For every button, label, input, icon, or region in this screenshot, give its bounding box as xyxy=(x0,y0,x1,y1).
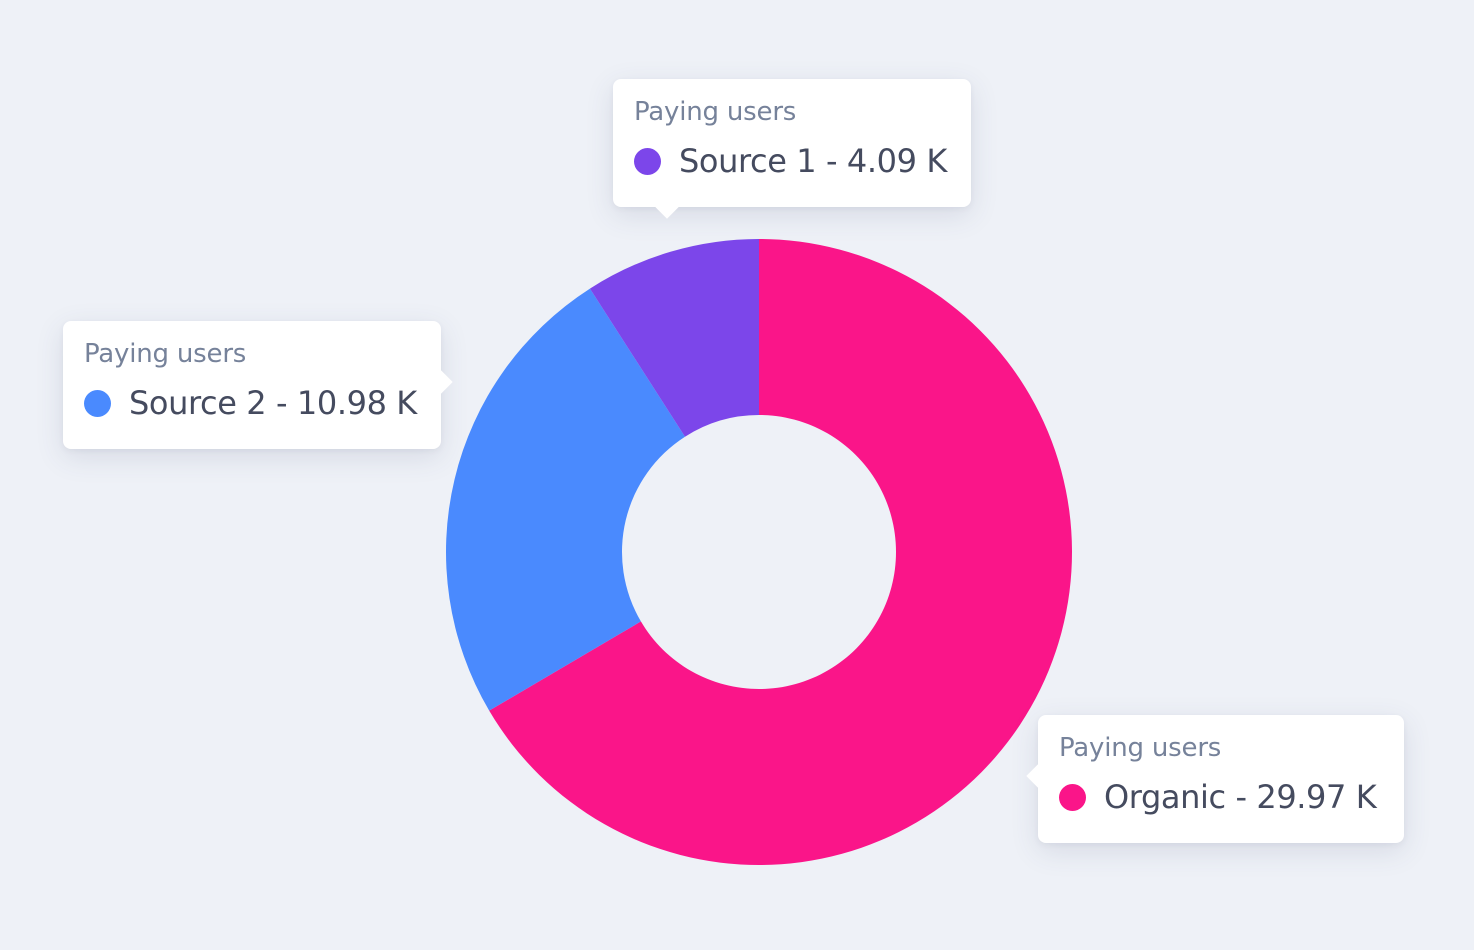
tooltip-row: Source 2 - 10.98 K xyxy=(84,383,419,423)
slice-source-1[interactable] xyxy=(589,239,759,437)
tooltip-source-1: Paying users Source 1 - 4.09 K xyxy=(613,79,971,219)
tooltip-source-2: Paying users Source 2 - 10.98 K xyxy=(63,321,453,449)
tooltip-title: Paying users xyxy=(1059,733,1222,763)
slice-organic[interactable] xyxy=(489,239,1072,865)
legend-dot-icon xyxy=(634,147,661,175)
slice-source-2[interactable] xyxy=(445,288,686,711)
tooltip-label: Organic - 29.97 K xyxy=(1104,778,1377,816)
tooltip-organic: Paying users Organic - 29.97 K xyxy=(1026,715,1404,843)
tooltip-row: Organic - 29.97 K xyxy=(1059,777,1382,817)
tooltip-title: Paying users xyxy=(84,339,247,369)
tooltip-label: Source 2 - 10.98 K xyxy=(129,384,417,422)
tooltip-label: Source 1 - 4.09 K xyxy=(679,142,947,180)
tooltip-title: Paying users xyxy=(634,97,797,127)
tooltip-row: Source 1 - 4.09 K xyxy=(634,141,949,181)
legend-dot-icon xyxy=(1059,783,1086,811)
legend-dot-icon xyxy=(84,389,111,417)
